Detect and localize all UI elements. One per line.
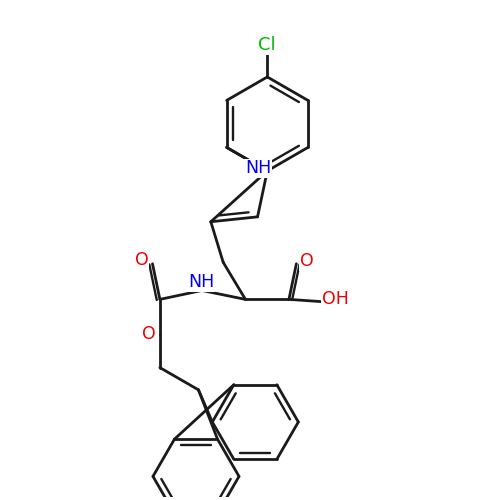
Text: O: O xyxy=(300,252,314,270)
Text: Cl: Cl xyxy=(258,36,276,54)
Text: O: O xyxy=(142,325,156,343)
Text: NH: NH xyxy=(246,160,272,178)
Text: O: O xyxy=(134,251,148,269)
Text: OH: OH xyxy=(322,290,349,308)
Text: NH: NH xyxy=(188,273,214,291)
